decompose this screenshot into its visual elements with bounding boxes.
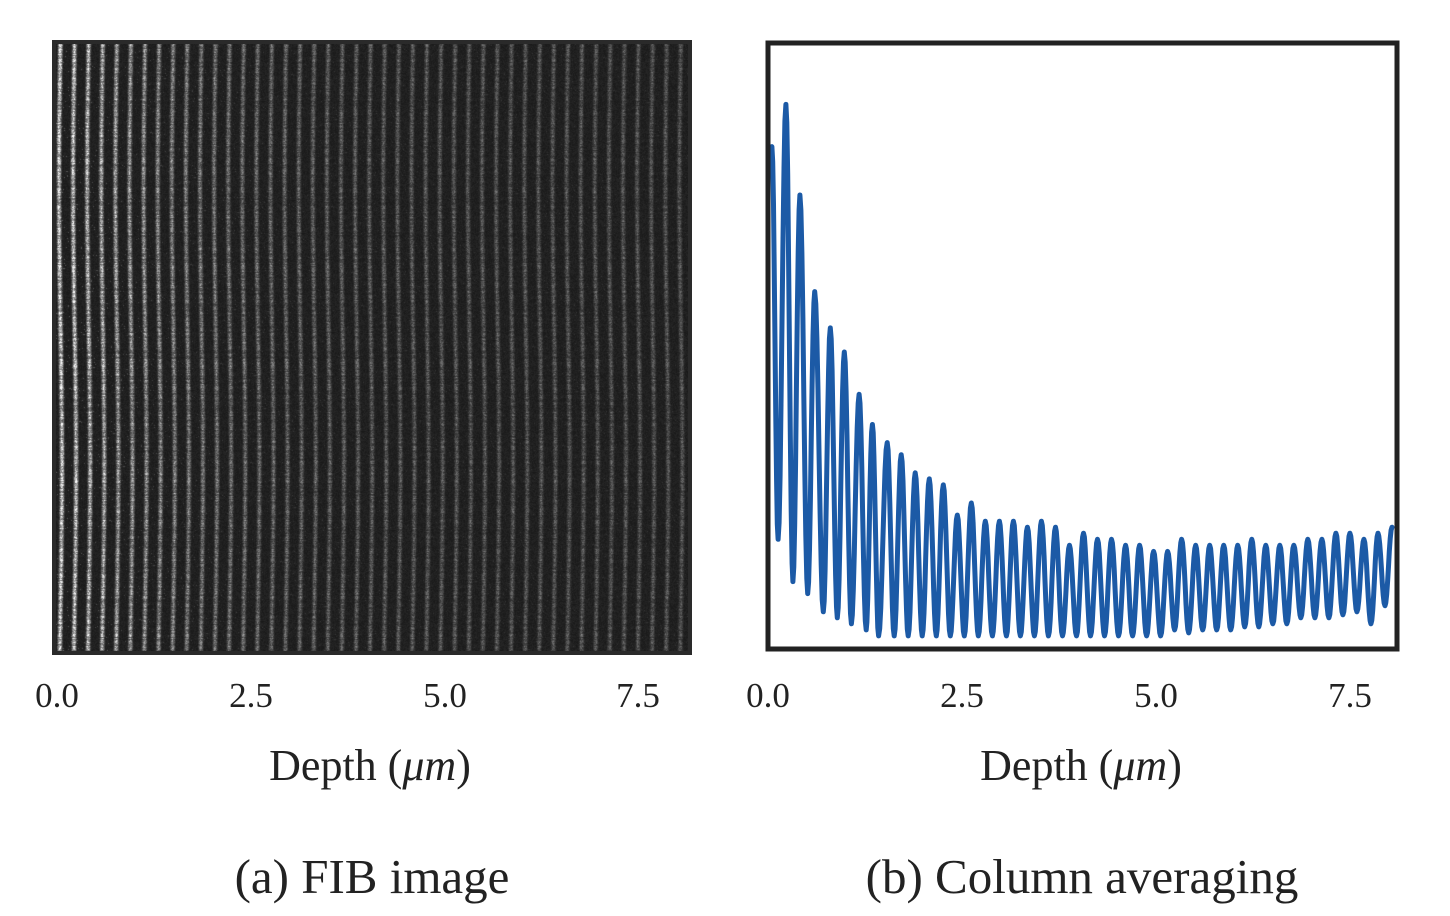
x-tick-label: 0.0 <box>35 676 79 715</box>
x-tick-label: 5.0 <box>1134 676 1178 715</box>
x-tick-label: 5.0 <box>423 676 467 715</box>
fib-image <box>54 42 688 651</box>
caption-b: (b) Column averaging <box>865 849 1299 904</box>
x-tick-label: 2.5 <box>229 676 273 715</box>
x-axis-label: Depth (μm) <box>980 741 1182 790</box>
caption-a: (a) FIB image <box>234 849 510 904</box>
x-tick-label: 7.5 <box>616 676 660 715</box>
x-tick-label: 7.5 <box>1328 676 1372 715</box>
x-axis-label: Depth (μm) <box>269 741 471 790</box>
plot-frame <box>765 40 1400 652</box>
x-tick-label: 0.0 <box>746 676 790 715</box>
x-tick-label: 2.5 <box>940 676 984 715</box>
series-line <box>769 101 1395 639</box>
